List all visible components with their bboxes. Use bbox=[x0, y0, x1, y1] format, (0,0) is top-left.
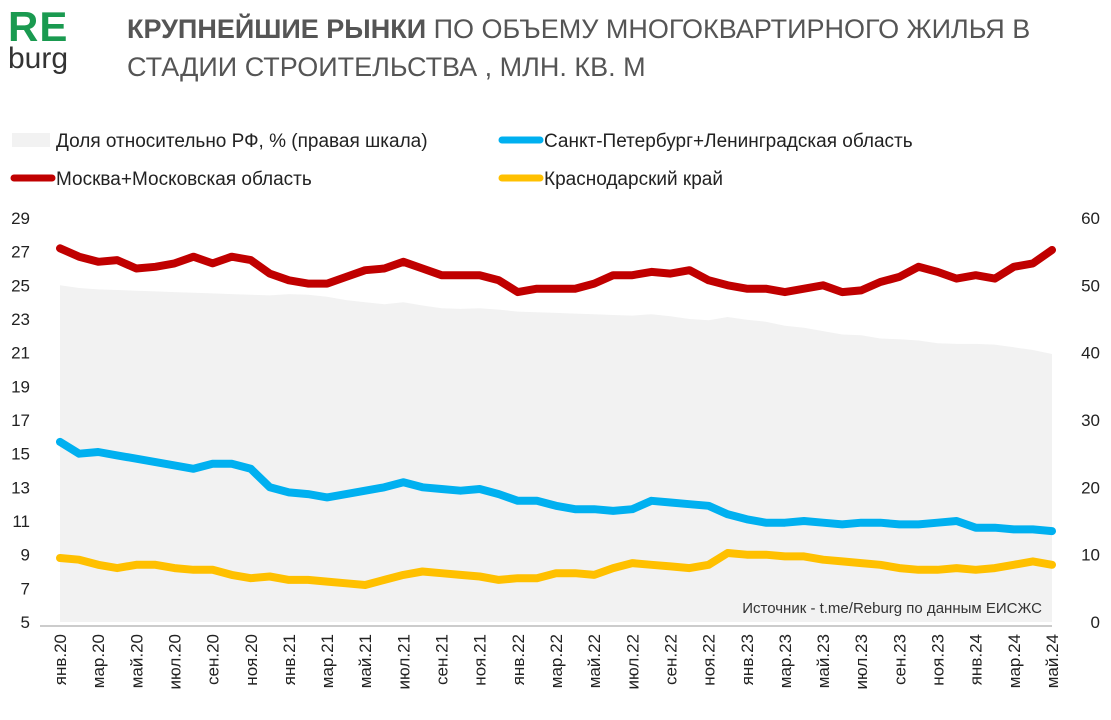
x-tick-label: ноя.21 bbox=[471, 634, 490, 686]
y-tick-left: 27 bbox=[11, 243, 30, 262]
series-line-krd bbox=[56, 549, 1056, 589]
x-tick-label: янв.22 bbox=[509, 634, 528, 685]
legend-swatch-share bbox=[12, 133, 50, 147]
chart-title-rest: ПО ОБЪЕМУ МНОГОКВАРТИРНОГО ЖИЛЬЯ В СТАДИ… bbox=[127, 14, 1031, 82]
y-tick-left: 23 bbox=[11, 310, 30, 329]
x-tick-label: сен.21 bbox=[433, 634, 452, 685]
y-tick-left: 5 bbox=[21, 613, 30, 632]
y-tick-left: 11 bbox=[12, 512, 30, 531]
chart-title-bold: КРУПНЕЙШИЕ РЫНКИ bbox=[127, 14, 427, 44]
x-tick-label: янв.24 bbox=[967, 634, 986, 685]
x-tick-label: ноя.22 bbox=[700, 634, 719, 686]
y-tick-right: 50 bbox=[1081, 276, 1100, 295]
x-tick-label: май.22 bbox=[585, 634, 604, 688]
y-tick-left: 13 bbox=[11, 478, 30, 497]
x-tick-label: мар.20 bbox=[89, 634, 108, 688]
x-tick-label: янв.20 bbox=[51, 634, 70, 685]
legend-label-krd: Краснодарский край bbox=[544, 169, 723, 190]
share-area-layer bbox=[60, 285, 1052, 622]
x-tick-label: май.21 bbox=[356, 634, 375, 688]
series-line-msk bbox=[56, 244, 1056, 297]
legend-label-share: Доля относительно РФ, % (правая шкала) bbox=[56, 131, 428, 152]
x-tick-label: сен.22 bbox=[661, 634, 680, 685]
y-tick-left: 25 bbox=[11, 276, 30, 295]
series-area-share bbox=[60, 285, 1052, 622]
y-tick-right: 40 bbox=[1081, 344, 1100, 363]
x-tick-label: сен.23 bbox=[890, 634, 909, 685]
x-tick-label: ноя.23 bbox=[929, 634, 948, 686]
y-tick-left: 7 bbox=[21, 579, 30, 598]
y-tick-left: 21 bbox=[11, 344, 30, 363]
y-tick-right: 60 bbox=[1081, 209, 1100, 228]
series-lines-layer bbox=[56, 244, 1056, 589]
source-note: Источник - t.me/Reburg по данным ЕИСЖС bbox=[742, 600, 1042, 617]
y-tick-left: 17 bbox=[11, 411, 30, 430]
x-tick-label: сен.20 bbox=[204, 634, 223, 685]
y-tick-left: 15 bbox=[11, 445, 30, 464]
x-tick-label: мар.21 bbox=[318, 634, 337, 688]
x-tick-label: июл.20 bbox=[165, 634, 184, 689]
x-tick-label: май.23 bbox=[814, 634, 833, 688]
series-line-spb bbox=[56, 437, 1056, 536]
legend-label-msk: Москва+Московская область bbox=[56, 169, 312, 190]
y-tick-right: 30 bbox=[1081, 411, 1100, 430]
y-tick-right: 0 bbox=[1091, 613, 1100, 632]
y-axis-right: 0 10 20 30 40 50 60 bbox=[1081, 209, 1100, 632]
x-axis: янв.20 мар.20 май.20 июл.20 сен.20 ноя.20 янв.… bbox=[40, 625, 1062, 689]
y-tick-right: 10 bbox=[1081, 546, 1100, 565]
y-tick-right: 20 bbox=[1081, 478, 1100, 497]
x-tick-label: июл.21 bbox=[394, 634, 413, 689]
x-tick-label: май.20 bbox=[127, 634, 146, 688]
legend: Доля относительно РФ, % (правая шкала) Са… bbox=[10, 131, 913, 190]
x-tick-label: мар.22 bbox=[547, 634, 566, 688]
logo-re: RE bbox=[8, 3, 69, 50]
x-tick-label: янв.23 bbox=[738, 634, 757, 685]
x-tick-label: июл.23 bbox=[852, 634, 871, 689]
reburg-logo: RE burg bbox=[8, 6, 68, 74]
y-tick-left: 9 bbox=[21, 546, 30, 565]
chart-title: КРУПНЕЙШИЕ РЫНКИ ПО ОБЪЕМУ МНОГОКВАРТИРН… bbox=[127, 10, 1107, 86]
legend-label-spb: Санкт-Петербург+Ленинградская область bbox=[544, 131, 913, 152]
x-tick-label: май.24 bbox=[1043, 634, 1062, 688]
x-tick-label: мар.24 bbox=[1005, 634, 1024, 688]
y-tick-left: 19 bbox=[11, 377, 30, 396]
logo-burg: burg bbox=[8, 42, 69, 75]
y-axis-left: 5 7 9 11 13 15 17 19 21 23 25 27 29 bbox=[11, 209, 30, 632]
x-tick-label: мар.23 bbox=[776, 634, 795, 688]
x-tick-label: янв.21 bbox=[280, 634, 299, 685]
x-tick-label: июл.22 bbox=[623, 634, 642, 689]
y-tick-left: 29 bbox=[11, 209, 30, 228]
x-tick-label: ноя.20 bbox=[242, 634, 261, 686]
